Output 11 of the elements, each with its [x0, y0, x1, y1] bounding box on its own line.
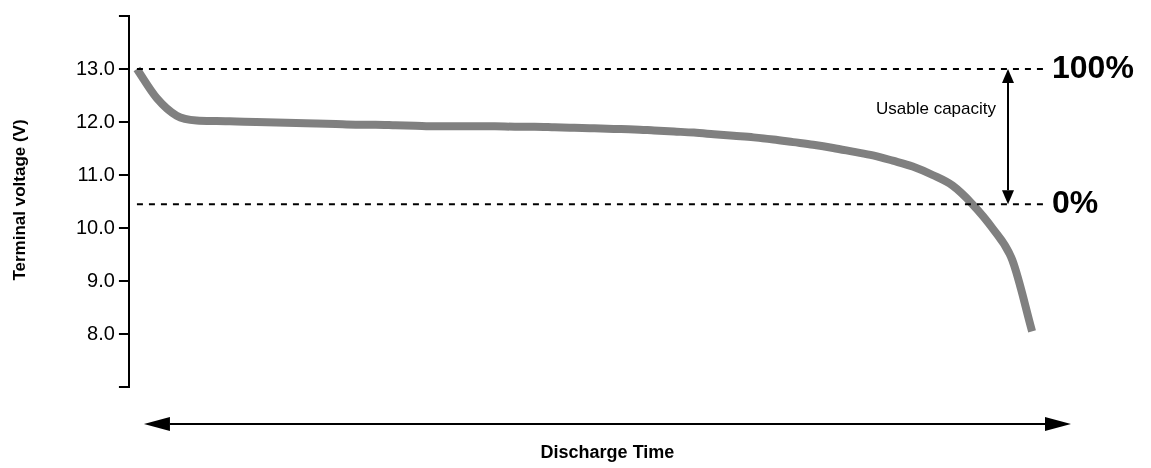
x-axis-title: Discharge Time	[540, 442, 675, 463]
annotation: Usable capacity	[875, 98, 997, 118]
y-tick-label: 9.0	[87, 268, 115, 291]
y-tick-label: 12.0	[75, 109, 115, 132]
text: 100%	[1052, 48, 1134, 85]
text: 0%	[1052, 183, 1099, 220]
y-tick-label: 11.0	[77, 162, 115, 185]
y-tick-label: 13.0	[75, 56, 115, 79]
y-tick-label: 10.0	[75, 215, 115, 238]
y-tick-label: 8.0	[87, 321, 115, 344]
y-axis-title: Terminal voltage (V)	[10, 118, 30, 283]
